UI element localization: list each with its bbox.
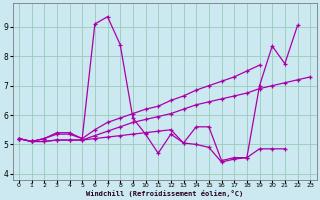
X-axis label: Windchill (Refroidissement éolien,°C): Windchill (Refroidissement éolien,°C) [86, 190, 243, 197]
